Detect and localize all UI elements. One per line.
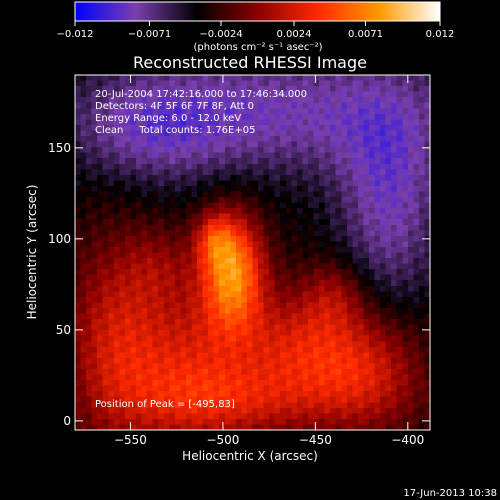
colorbar-ticks: −0.012 −0.0071 −0.0024 0.0024 0.0071 0.012 — [56, 21, 454, 40]
annotation-clean-counts: Clean Total counts: 1.76E+05 — [95, 125, 255, 136]
x-tick-label: −500 — [206, 433, 239, 447]
colorbar-tick-label: 0.012 — [426, 29, 455, 40]
chart-title: Reconstructed RHESSI Image — [133, 53, 367, 72]
plot-frame — [74, 74, 431, 431]
colorbar-tick-label: 0.0024 — [277, 29, 312, 40]
annotation-time-range: 20-Jul-2004 17:42:16.000 to 17:46:34.000 — [95, 89, 307, 100]
colorbar: −0.012 −0.0071 −0.0024 0.0024 0.0071 0.012 (p… — [56, 1, 454, 53]
annotation-block: 20-Jul-2004 17:42:16.000 to 17:46:34.000… — [95, 89, 307, 136]
heatmap-image — [75, 75, 430, 430]
colorbar-gradient — [74, 1, 441, 22]
colorbar-tick-label: −0.0024 — [199, 29, 242, 40]
y-tick-label: 0 — [63, 414, 71, 428]
y-axis-label: Heliocentric Y (arcsec) — [25, 185, 39, 320]
colorbar-unit-label: (photons cm⁻² s⁻¹ asec⁻²) — [193, 42, 322, 53]
x-axis-ticks: −550 −500 −450 −400 — [114, 75, 424, 447]
colorbar-tick-label: −0.012 — [56, 29, 93, 40]
annotation-detectors: Detectors: 4F 5F 6F 7F 8F, Att 0 — [95, 101, 254, 112]
x-tick-label: −550 — [114, 433, 147, 447]
y-tick-label: 50 — [56, 323, 71, 337]
footer-date: 17-Jun-2013 10:38 — [403, 488, 497, 499]
y-tick-label: 150 — [48, 141, 71, 155]
y-axis-ticks: 0 50 100 150 — [48, 141, 430, 428]
x-axis-label: Heliocentric X (arcsec) — [182, 449, 318, 463]
x-tick-label: −400 — [391, 433, 424, 447]
colorbar-tick-label: −0.0071 — [128, 29, 171, 40]
x-tick-label: −450 — [299, 433, 332, 447]
plot-area: −550 −500 −450 −400 0 50 100 150 — [48, 74, 431, 447]
y-tick-label: 100 — [48, 232, 71, 246]
peak-position-label: Position of Peak = [-495,83] — [95, 399, 235, 410]
colorbar-tick-label: 0.0071 — [348, 29, 383, 40]
annotation-energy-range: Energy Range: 6.0 - 12.0 keV — [95, 113, 241, 124]
